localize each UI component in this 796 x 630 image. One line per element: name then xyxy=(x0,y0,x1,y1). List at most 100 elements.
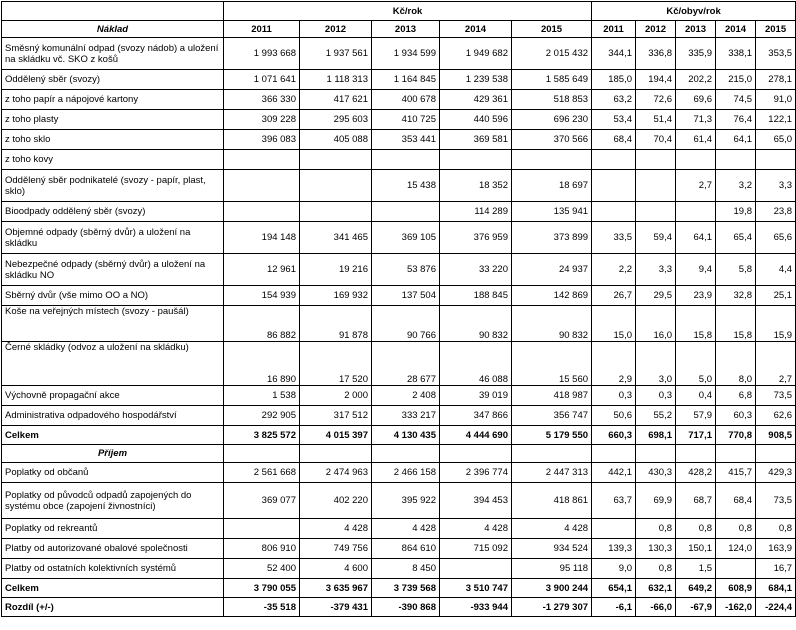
cost-value-cell: 46 088 xyxy=(439,341,512,386)
header-corner-cell xyxy=(1,1,224,21)
per-capita-value-cell: 0,8 xyxy=(715,518,757,539)
cost-value-cell: -379 431 xyxy=(299,597,372,617)
cost-value-cell: 39 019 xyxy=(439,385,512,406)
income-total-row: Celkem 3 790 055 3 635 967 3 739 568 3 510 7… xyxy=(1,578,796,598)
cost-row: Oddělený sběr podnikatelé (svozy - papír… xyxy=(1,169,796,202)
year-header: 2012 xyxy=(635,20,677,38)
cost-value-cell: 95 118 xyxy=(510,558,593,579)
per-capita-value-cell: 23,9 xyxy=(675,285,717,306)
row-label: Oddělený sběr (svozy) xyxy=(1,69,224,90)
cost-row: Administrativa odpadového hospodářství 29… xyxy=(1,405,796,426)
cost-value-cell: 2 408 xyxy=(371,385,440,406)
cost-value-cell: -933 944 xyxy=(439,597,512,617)
cost-value-cell: 24 937 xyxy=(510,253,593,286)
empty-cell xyxy=(371,444,440,463)
cost-value-cell: 402 220 xyxy=(299,482,372,519)
per-capita-value-cell: 0,3 xyxy=(635,385,677,406)
cost-value-cell: 309 228 xyxy=(223,109,300,130)
per-capita-value-cell xyxy=(675,149,717,170)
per-capita-value-cell: 2,7 xyxy=(755,341,796,386)
empty-cell xyxy=(591,444,637,463)
per-capita-value-cell: 908,5 xyxy=(755,425,796,445)
cost-value-cell: 369 581 xyxy=(439,129,512,150)
per-capita-value-cell: 5,8 xyxy=(715,253,757,286)
per-capita-value-cell: 1,5 xyxy=(675,558,717,579)
cost-value-cell: 114 289 xyxy=(439,201,512,222)
row-label: z toho plasty xyxy=(1,109,224,130)
row-label: Administrativa odpadového hospodářství xyxy=(1,405,224,426)
cost-value-cell: 169 932 xyxy=(299,285,372,306)
cost-value-cell xyxy=(371,201,440,222)
row-label: Poplatky od občanů xyxy=(1,462,224,483)
empty-cell xyxy=(299,444,372,463)
cost-row: z toho plasty 309 228 295 603 410 725 440 59… xyxy=(1,109,796,130)
row-label: Rozdíl (+/-) xyxy=(1,597,224,617)
per-capita-value-cell: 6,8 xyxy=(715,385,757,406)
cost-value-cell: 4 428 xyxy=(510,518,593,539)
row-label: Poplatky od původců odpadů zapojených do… xyxy=(1,482,224,519)
per-capita-value-cell: 29,5 xyxy=(635,285,677,306)
per-capita-value-cell xyxy=(591,201,637,222)
row-label: Směsný komunální odpad (svozy nádob) a u… xyxy=(1,37,224,70)
cost-row: Bioodpady oddělený sběr (svozy) 114 289 13… xyxy=(1,201,796,222)
cost-value-cell: 405 088 xyxy=(299,129,372,150)
per-capita-value-cell: 185,0 xyxy=(591,69,637,90)
cost-row: Výchovně propagační akce 1 538 2 000 2 408 3… xyxy=(1,385,796,406)
cost-value-cell: 8 450 xyxy=(371,558,440,579)
row-label: Platby od ostatních kolektivních systémů xyxy=(1,558,224,579)
per-capita-value-cell: 74,5 xyxy=(715,89,757,110)
cost-value-cell: 4 428 xyxy=(439,518,512,539)
per-capita-value-cell: 139,3 xyxy=(591,538,637,559)
per-capita-value-cell xyxy=(635,169,677,202)
per-capita-value-cell: 3,0 xyxy=(635,341,677,386)
cost-value-cell: 3 790 055 xyxy=(223,578,300,598)
row-label: Černé skládky (odvoz a uložení na skládk… xyxy=(1,341,224,386)
cost-value-cell: 3 825 572 xyxy=(223,425,300,445)
per-capita-value-cell xyxy=(715,149,757,170)
cost-value-cell: 5 179 550 xyxy=(510,425,593,445)
cost-value-cell: 15 438 xyxy=(371,169,440,202)
per-capita-value-cell: 51,4 xyxy=(635,109,677,130)
cost-value-cell: 410 725 xyxy=(371,109,440,130)
row-label: Celkem xyxy=(1,425,224,445)
header-group-kc-per-capita: Kč/obyv/rok xyxy=(591,1,796,21)
empty-cell xyxy=(510,444,593,463)
cost-value-cell: -390 868 xyxy=(371,597,440,617)
row-label: Nebezpečné odpady (sběrný dvůr) a uložen… xyxy=(1,253,224,286)
row-label: Poplatky od rekreantů xyxy=(1,518,224,539)
section-label-prijem-row: Příjem xyxy=(1,444,796,463)
section-label-prijem: Příjem xyxy=(1,444,224,463)
row-label: Bioodpady oddělený sběr (svozy) xyxy=(1,201,224,222)
per-capita-value-cell: 65,4 xyxy=(715,221,757,254)
cost-value-cell: 4 428 xyxy=(299,518,372,539)
per-capita-value-cell: 73,5 xyxy=(755,482,796,519)
cost-value-cell: 418 861 xyxy=(510,482,593,519)
cost-value-cell: 4 015 397 xyxy=(299,425,372,445)
cost-row: Sběrný dvůr (vše mimo OO a NO) 154 939 169… xyxy=(1,285,796,306)
cost-value-cell: 3 635 967 xyxy=(299,578,372,598)
cost-value-cell: 90 766 xyxy=(371,305,440,342)
cost-value-cell: 341 465 xyxy=(299,221,372,254)
income-row: Poplatky od původců odpadů zapojených do… xyxy=(1,482,796,519)
cost-value-cell: 3 900 244 xyxy=(510,578,593,598)
year-header: 2015 xyxy=(755,20,796,38)
cost-value-cell: 2 474 963 xyxy=(299,462,372,483)
per-capita-value-cell: 69,6 xyxy=(675,89,717,110)
cost-value-cell: 396 083 xyxy=(223,129,300,150)
cost-value-cell: 353 441 xyxy=(371,129,440,150)
per-capita-value-cell: 608,9 xyxy=(715,578,757,598)
per-capita-value-cell: -66,0 xyxy=(635,597,677,617)
per-capita-value-cell xyxy=(715,558,757,579)
per-capita-value-cell: 59,4 xyxy=(635,221,677,254)
per-capita-value-cell: 61,4 xyxy=(675,129,717,150)
cost-value-cell: 17 520 xyxy=(299,341,372,386)
row-label: z toho sklo xyxy=(1,129,224,150)
year-header: 2013 xyxy=(675,20,717,38)
per-capita-value-cell: 122,1 xyxy=(755,109,796,130)
cost-value-cell: 90 832 xyxy=(510,305,593,342)
cost-value-cell: 33 220 xyxy=(439,253,512,286)
cost-value-cell: 2 015 432 xyxy=(510,37,593,70)
cost-value-cell: 1 585 649 xyxy=(510,69,593,90)
year-header: 2013 xyxy=(371,20,440,38)
empty-cell xyxy=(223,444,300,463)
